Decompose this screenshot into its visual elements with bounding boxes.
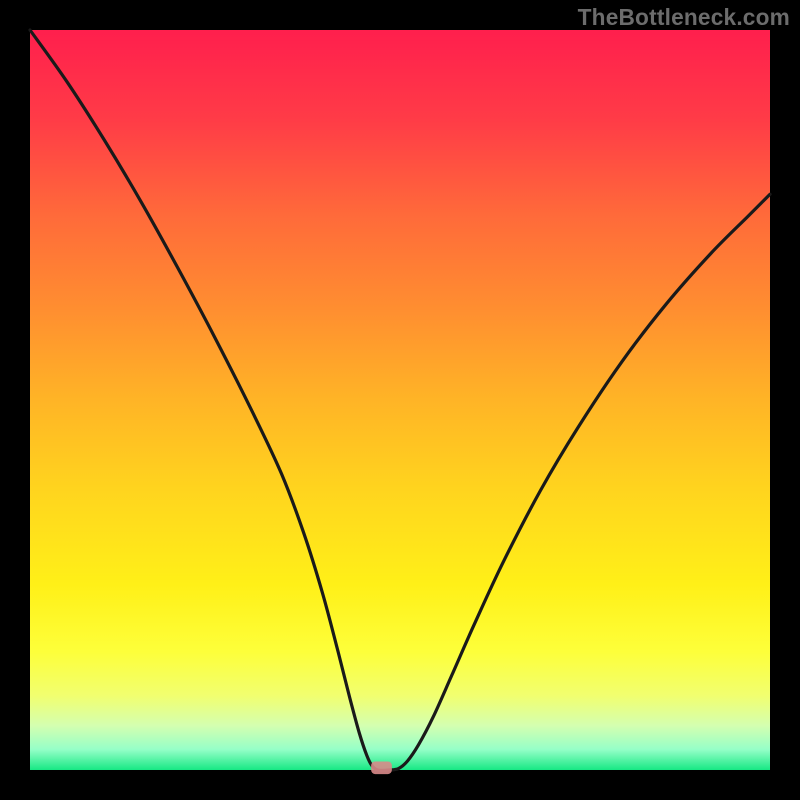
- plot-background: [30, 30, 770, 770]
- curve-minimum-marker: [371, 761, 392, 774]
- watermark-text: TheBottleneck.com: [578, 4, 790, 31]
- chart-svg: [0, 0, 800, 800]
- chart-canvas: TheBottleneck.com: [0, 0, 800, 800]
